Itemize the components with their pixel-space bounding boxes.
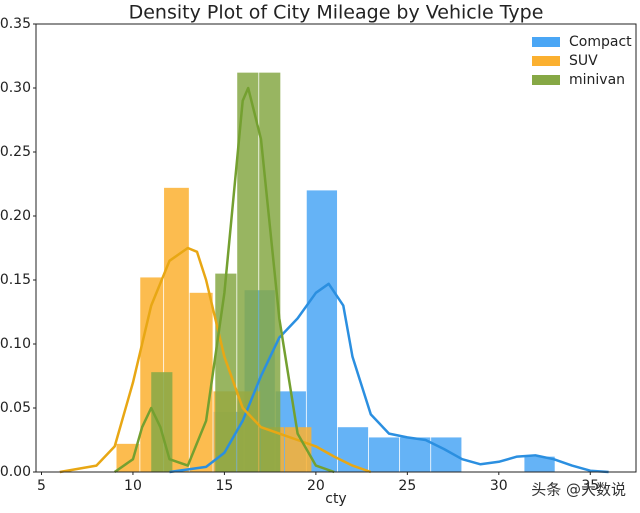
histogram-bar — [400, 437, 431, 472]
x-axis-label: cty — [325, 491, 346, 507]
plot-frame — [35, 23, 637, 473]
y-tick-label: 0.35 — [0, 16, 31, 32]
histogram-bar — [524, 456, 555, 472]
y-tick-label: 0.00 — [0, 464, 31, 480]
y-tick-label: 0.10 — [0, 336, 31, 352]
histogram-bar — [431, 437, 462, 472]
x-tick-label: 35 — [581, 478, 599, 494]
x-tick-label: 15 — [216, 478, 234, 494]
legend-label: Compact — [569, 34, 632, 50]
y-tick-label: 0.05 — [0, 400, 31, 416]
y-tick-label: 0.15 — [0, 272, 31, 288]
histogram-bar — [368, 437, 400, 472]
legend-swatch — [532, 37, 560, 47]
histogram-bar — [306, 190, 338, 472]
watermark: 头条 @大数说 — [531, 481, 626, 499]
density-line — [59, 246, 372, 474]
histogram-bar — [116, 443, 140, 472]
histogram-bar — [215, 273, 237, 472]
y-tick-label: 0.30 — [0, 80, 31, 96]
histogram-bar — [237, 72, 259, 472]
y-tick-label: 0.25 — [0, 144, 31, 160]
legend-label: SUV — [569, 53, 598, 69]
legend-swatch — [532, 75, 560, 85]
x-tick-label: 10 — [124, 478, 142, 494]
chart-title: Density Plot of City Mileage by Vehicle … — [129, 2, 544, 24]
x-tick-label: 5 — [37, 478, 46, 494]
density-line — [169, 282, 609, 474]
histogram-bar — [259, 72, 281, 472]
histogram-bar — [189, 292, 213, 472]
x-tick-label: 30 — [490, 478, 508, 494]
x-tick-label: 20 — [307, 478, 325, 494]
x-tick-label: 25 — [398, 478, 416, 494]
legend-label: minivan — [569, 72, 625, 88]
density-line — [113, 86, 335, 474]
legend-swatch — [532, 56, 560, 66]
y-tick-label: 0.20 — [0, 208, 31, 224]
